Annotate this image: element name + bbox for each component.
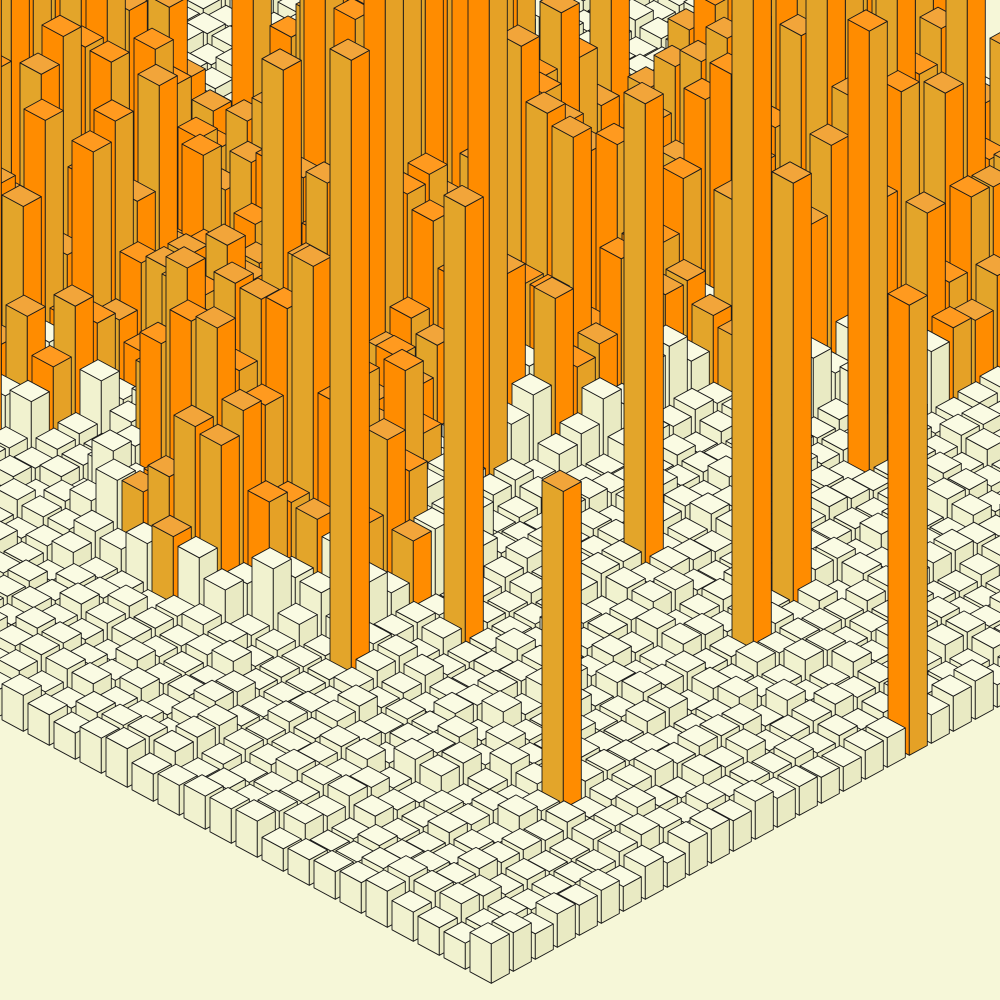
bar-warm: [771, 161, 812, 622]
bar-top-face: [154, 0, 184, 8]
bar-right-face: [868, 20, 888, 496]
bar-top-face: [191, 89, 232, 112]
bar-hot: [847, 9, 888, 496]
bar-right-face: [752, 0, 772, 672]
bar-top-face: [580, 0, 586, 2]
bar-right-face: [644, 93, 664, 590]
bar-warm: [731, 0, 772, 672]
bar-top-face: [186, 0, 221, 10]
bar-left-face: [443, 194, 466, 660]
bar-left-face: [623, 91, 646, 590]
bar-right-face: [0, 0, 2, 463]
bar-right-face: [464, 196, 484, 660]
bar-right-face: [488, 0, 508, 506]
bar-left-face: [847, 19, 870, 496]
bar-left-face: [731, 0, 754, 672]
bar-top-face: [704, 0, 726, 6]
bar-top-face: [185, 11, 226, 35]
bar-left-face: [771, 171, 794, 622]
bar-warm: [623, 81, 664, 590]
bar-right-face: [792, 172, 812, 622]
bar-warm: [443, 184, 484, 660]
bar-top-face: [989, 32, 1000, 45]
bar-warm: [0, 0, 2, 463]
